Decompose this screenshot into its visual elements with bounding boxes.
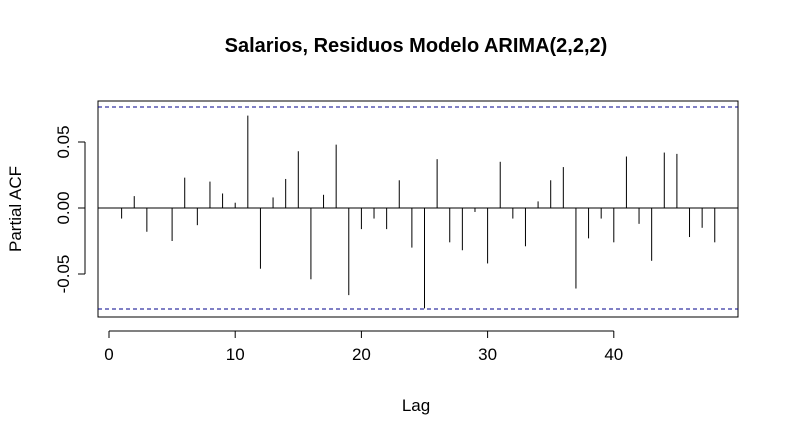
- x-tick-label-20: 20: [352, 345, 371, 364]
- y-tick-label-0: -0.05: [54, 255, 73, 294]
- y-axis: -0.05 0.00 0.05: [54, 125, 86, 294]
- x-axis-label: Lag: [402, 396, 430, 415]
- y-tick-label-1: 0.00: [54, 191, 73, 224]
- confidence-bounds: [98, 106, 738, 310]
- x-tick-label-10: 10: [226, 345, 245, 364]
- x-tick-label-0: 0: [104, 345, 113, 364]
- x-tick-label-40: 40: [604, 345, 623, 364]
- y-tick-label-2: 0.05: [54, 125, 73, 158]
- x-tick-label-30: 30: [478, 345, 497, 364]
- y-axis-label: Partial ACF: [6, 166, 25, 252]
- chart-title: Salarios, Residuos Modelo ARIMA(2,2,2): [225, 35, 608, 57]
- plot-frame: [97, 100, 739, 318]
- pacf-bars: [121, 115, 716, 309]
- x-axis: 0 10 20 30 40: [104, 330, 623, 364]
